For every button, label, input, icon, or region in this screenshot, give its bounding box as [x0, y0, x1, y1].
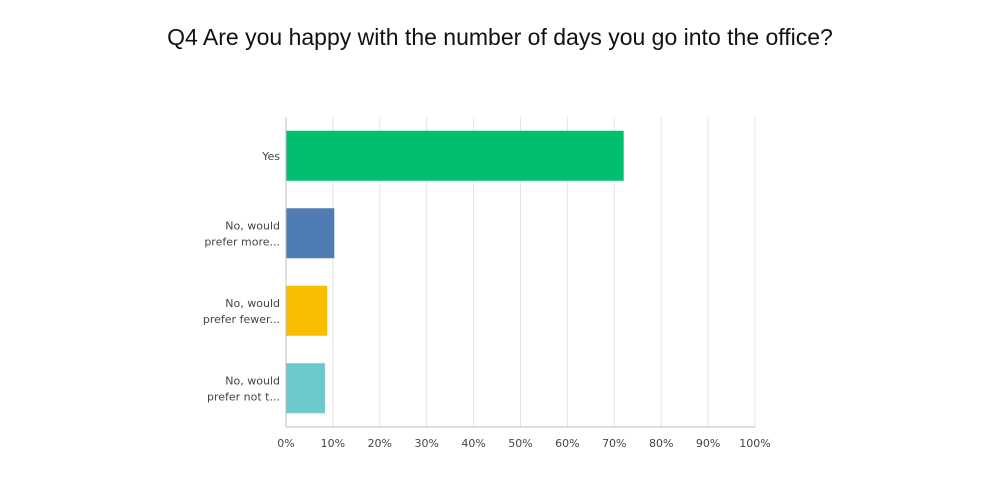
x-tick-label: 80%	[649, 437, 673, 450]
axes	[285, 117, 755, 428]
bar	[286, 285, 328, 336]
x-tick-label: 20%	[368, 437, 392, 450]
bars	[286, 130, 624, 414]
x-tick-label: 70%	[602, 437, 626, 450]
bar	[286, 363, 325, 414]
category-label: No, would prefer not t...	[207, 374, 280, 403]
x-tick-label: 30%	[414, 437, 438, 450]
category-label: No, would prefer fewer...	[203, 297, 280, 326]
x-tick-labels: 0% 10% 20% 30% 40% 50% 60% 70% 80% 90% 100%	[277, 437, 770, 450]
chart-title: Q4 Are you happy with the number of days…	[167, 24, 833, 50]
x-tick-label: 0%	[277, 437, 294, 450]
x-tick-label: 10%	[321, 437, 345, 450]
category-label: No, would prefer more...	[204, 219, 280, 248]
category-labels: Yes No, would prefer more... No, would prefe…	[203, 150, 280, 404]
x-tick-label: 60%	[555, 437, 579, 450]
x-tick-label: 50%	[508, 437, 532, 450]
bar	[286, 208, 335, 259]
x-tick-label: 100%	[739, 437, 770, 450]
category-label: Yes	[261, 150, 280, 163]
bar	[286, 130, 624, 181]
x-tick-label: 90%	[696, 437, 720, 450]
x-tick-label: 40%	[461, 437, 485, 450]
